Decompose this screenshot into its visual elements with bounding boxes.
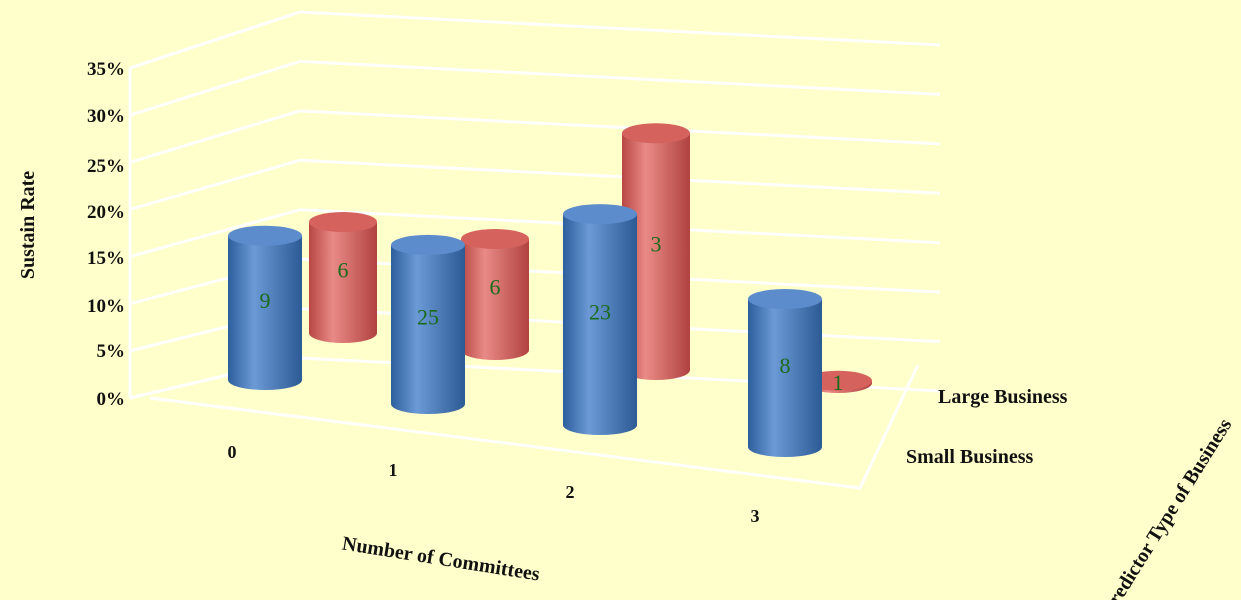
x-tick-label: 2 [566,482,575,502]
bar-small-business-3-top [748,289,822,309]
data-label: 25 [417,304,439,329]
gridline [129,109,301,164]
data-label: 1 [833,370,844,395]
gridline [129,10,301,70]
data-label: 6 [490,275,501,300]
bar-small-business-1-body [391,244,465,414]
y-tick-label: 25% [87,156,125,177]
data-label: 8 [780,353,791,378]
bar-large-business-1-body [461,239,529,360]
bar-large-business-1-top [461,229,529,249]
gridline [129,158,301,211]
data-labels: 6 6 3 1 9 25 23 8 [260,232,844,395]
floor-edge [149,364,920,490]
y-axis-ticks: 0% 5% 10% 15% 20% 25% 30% 35% [87,59,125,410]
bar-small-business-1-top [391,234,465,255]
bar-small-business-2-top [563,204,637,225]
bar-small-business-1 [391,234,465,414]
bar-small-business-0 [228,225,302,390]
bar-small-business-0-top [228,225,302,246]
bar-large-business-1 [461,229,529,360]
x-tick-label: 0 [228,442,237,462]
bar-large-business-2 [622,123,690,380]
bar-small-business-2-body [563,214,637,435]
x-tick-label: 3 [751,506,760,526]
bar-small-business-2 [563,204,637,435]
gridline [299,59,941,96]
y-tick-label: 20% [87,202,125,223]
y-tick-label: 0% [97,389,126,410]
gridline [129,208,301,259]
y-tick-label: 10% [87,296,125,317]
bar-large-business-0-body [309,222,377,343]
gridline [129,59,301,117]
y-tick-label: 30% [87,106,125,127]
y-tick-label: 35% [87,59,125,80]
bar-large-business-0 [309,212,377,343]
legend-small-business: Small Business [906,446,1033,468]
x-axis-ticks: 0 1 2 3 [228,442,760,526]
legend-large-business: Large Business [938,386,1068,408]
gridline [299,10,941,47]
data-label: 6 [338,258,349,283]
x-axis-title: Number of Committees [341,533,542,586]
bar-large-business-2-body [622,133,690,380]
y-axis-title: Sustain Rate [17,171,39,279]
bar-small-business-3 [748,289,822,457]
bar-small-business-0-body [228,235,302,390]
data-label: 3 [651,232,662,257]
x-tick-label: 1 [389,460,398,480]
gridline [299,109,941,146]
y-tick-label: 5% [97,341,126,362]
bar-large-business-2-top [622,123,690,144]
bar-small-business-3-body [748,299,822,457]
gridline [299,158,941,195]
bars [228,123,872,457]
data-label: 9 [260,288,271,313]
data-label: 23 [589,300,611,325]
y-tick-label: 15% [87,248,125,269]
bar-large-business-0-top [309,212,377,232]
z-axis-title: Predictor Type of Business [1097,415,1236,600]
